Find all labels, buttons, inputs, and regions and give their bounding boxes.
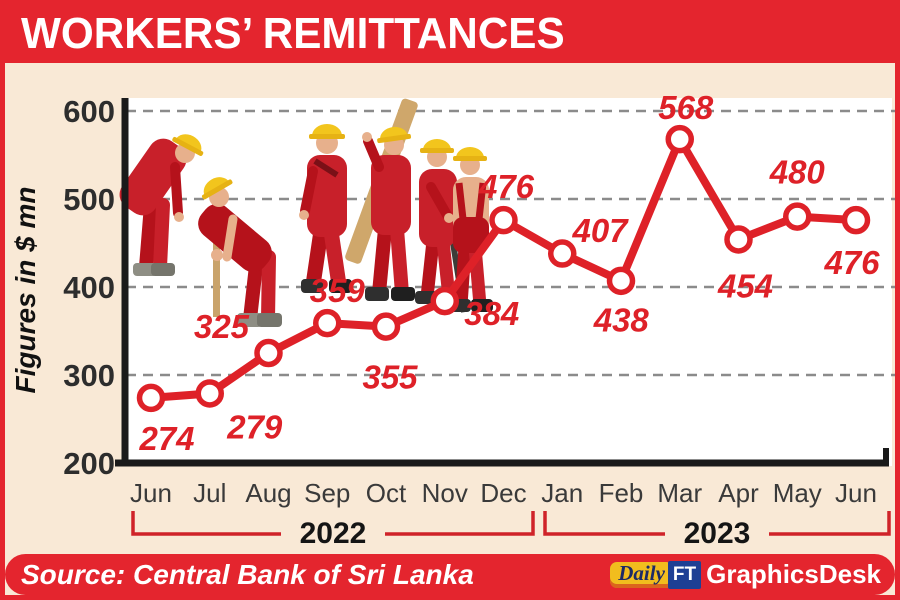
data-point-marker bbox=[841, 205, 871, 235]
workers-illustration bbox=[119, 98, 493, 327]
y-tick-labels: 600 500 400 300 200 bbox=[63, 94, 115, 481]
year-bracket bbox=[385, 511, 535, 536]
y-axis-title: Figures in $ mn bbox=[10, 187, 41, 394]
page-title: WORKERS’ REMITTANCES bbox=[21, 9, 565, 58]
data-point-marker bbox=[136, 383, 166, 413]
year-label: 2023 bbox=[684, 517, 751, 550]
remittance-line-series: 274 279 325 359 355 384 476 438 407 568 454 480 476 bbox=[136, 89, 880, 457]
title-banner: WORKERS’ REMITTANCES bbox=[5, 5, 895, 63]
data-point-marker bbox=[313, 308, 342, 338]
data-point-label: 407 bbox=[571, 212, 629, 249]
data-point-marker bbox=[195, 379, 224, 408]
month-label: Jun bbox=[835, 478, 877, 508]
data-point-label: 476 bbox=[823, 244, 880, 281]
worker-stick-icon bbox=[198, 177, 282, 327]
data-point-label: 325 bbox=[194, 308, 250, 345]
month-label: Feb bbox=[599, 478, 644, 508]
worker-timber-icon bbox=[345, 98, 418, 301]
worker-bending-icon bbox=[119, 134, 204, 276]
data-point-label: 384 bbox=[464, 295, 519, 332]
worker-walking-icon bbox=[299, 124, 352, 293]
year-brackets: 2022 2023 bbox=[131, 511, 891, 550]
daily-logo-badge: Daily bbox=[610, 561, 673, 588]
month-label: Apr bbox=[718, 478, 759, 508]
y-tick-label: 300 bbox=[63, 358, 115, 393]
month-label: Jul bbox=[193, 478, 226, 508]
month-label: Nov bbox=[422, 478, 468, 508]
month-label: Mar bbox=[657, 478, 702, 508]
data-point-label: 568 bbox=[658, 89, 714, 126]
month-labels: Jun Jul Aug Sep Oct Nov Dec Jan Feb Mar Apr May Jun bbox=[130, 478, 877, 508]
month-label: Jun bbox=[130, 478, 172, 508]
y-tick-label: 400 bbox=[63, 270, 115, 305]
year-bracket bbox=[543, 511, 665, 536]
y-tick-label: 600 bbox=[63, 94, 115, 129]
y-tick-label: 200 bbox=[63, 446, 115, 481]
data-point-label: 279 bbox=[226, 408, 283, 445]
source-banner: Source: Central Bank of Sri Lanka Daily … bbox=[5, 554, 895, 595]
graphicsdesk-label: GraphicsDesk bbox=[706, 559, 881, 589]
data-point-marker bbox=[254, 338, 283, 368]
data-point-label: 274 bbox=[138, 420, 194, 457]
remittances-chart: Figures in $ mn 600 500 400 300 200 274 279 32… bbox=[10, 89, 895, 550]
data-point-marker bbox=[606, 266, 636, 296]
year-bracket bbox=[131, 511, 281, 536]
axes bbox=[115, 98, 889, 467]
month-label: Oct bbox=[366, 478, 407, 508]
month-label: Jan bbox=[541, 478, 583, 508]
data-point-marker bbox=[783, 202, 812, 231]
data-point-marker bbox=[548, 239, 577, 268]
source-text: Source: Central Bank of Sri Lanka bbox=[21, 558, 474, 590]
data-point-label: 438 bbox=[593, 302, 650, 339]
y-tick-label: 500 bbox=[63, 182, 115, 217]
data-point-marker bbox=[724, 225, 753, 254]
data-point-marker bbox=[430, 286, 459, 316]
data-point-label: 359 bbox=[310, 272, 366, 309]
data-point-marker bbox=[371, 312, 401, 341]
data-point-marker bbox=[489, 205, 518, 235]
data-point-label: 476 bbox=[478, 168, 535, 205]
year-bracket bbox=[769, 511, 891, 536]
dailyft-graphicsdesk-logo: Daily FT GraphicsDesk bbox=[610, 559, 881, 590]
year-label: 2022 bbox=[300, 517, 367, 550]
data-point-label: 355 bbox=[362, 359, 418, 396]
data-point-label: 480 bbox=[769, 154, 826, 191]
data-point-label: 454 bbox=[717, 267, 773, 304]
month-label: Aug bbox=[245, 478, 291, 508]
month-label: May bbox=[773, 478, 822, 508]
ft-logo-badge: FT bbox=[667, 560, 702, 589]
month-label: Sep bbox=[304, 478, 350, 508]
month-label: Dec bbox=[480, 478, 526, 508]
data-point-marker bbox=[665, 124, 694, 154]
